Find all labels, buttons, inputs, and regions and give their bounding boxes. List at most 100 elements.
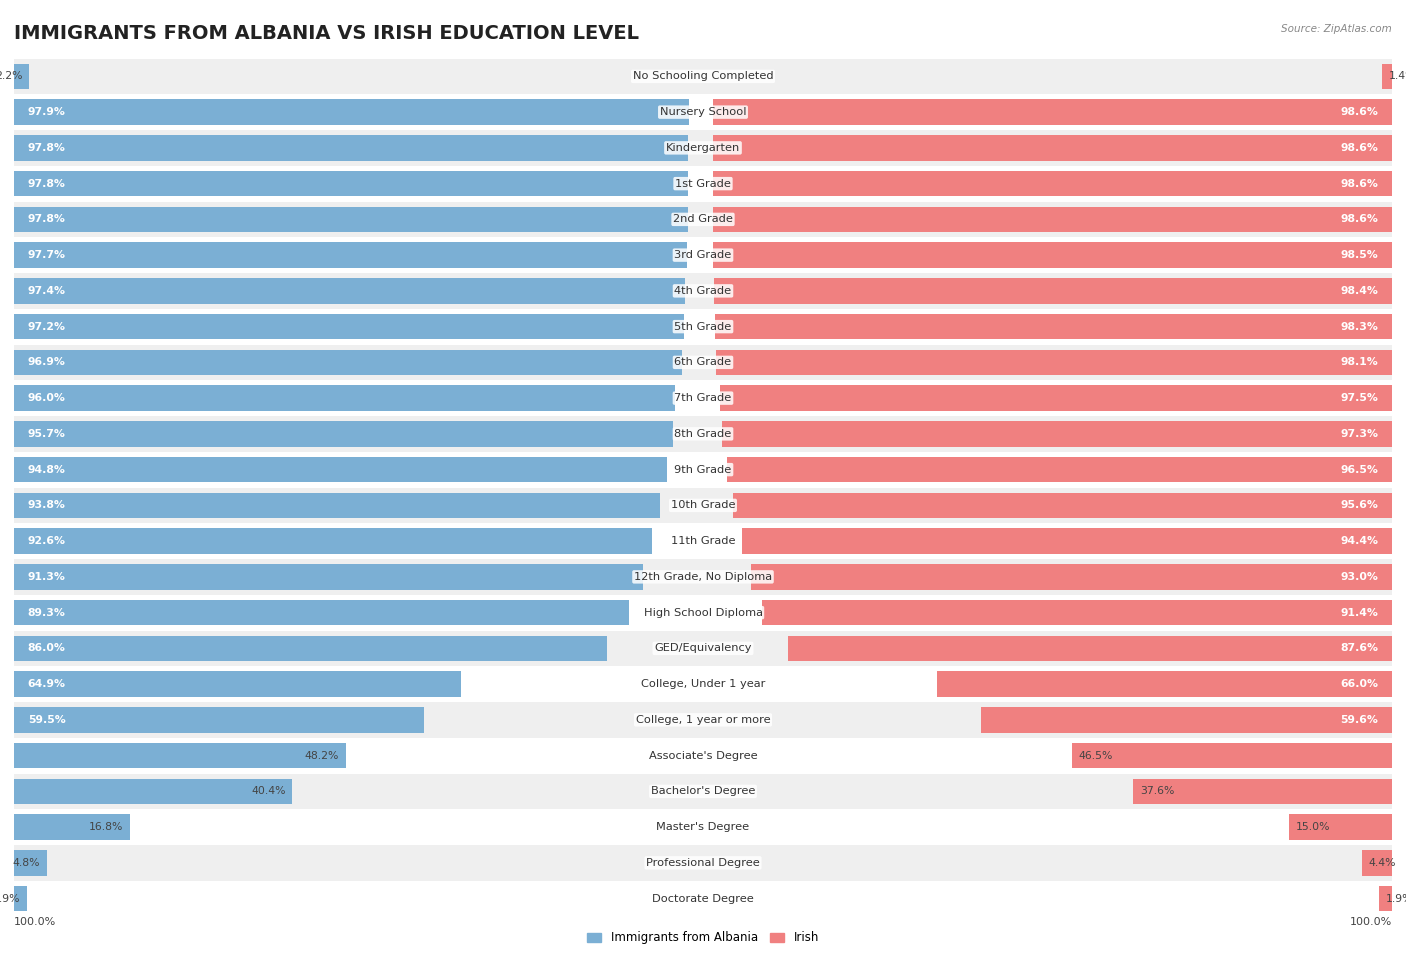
Bar — [1379, 885, 1392, 912]
Text: 2.2%: 2.2% — [0, 71, 22, 81]
Text: 98.5%: 98.5% — [1340, 251, 1378, 260]
Bar — [14, 171, 688, 197]
Bar — [1289, 814, 1392, 840]
Bar — [762, 600, 1392, 626]
Text: 1.9%: 1.9% — [1386, 894, 1406, 904]
Bar — [14, 166, 1392, 202]
Text: Master's Degree: Master's Degree — [657, 822, 749, 832]
Bar — [14, 671, 461, 697]
Text: 15.0%: 15.0% — [1295, 822, 1330, 832]
Text: 97.2%: 97.2% — [28, 322, 66, 332]
Text: 98.6%: 98.6% — [1340, 178, 1378, 188]
Bar — [14, 564, 643, 590]
Bar — [14, 207, 688, 232]
Bar — [14, 524, 1392, 559]
Text: 95.7%: 95.7% — [28, 429, 66, 439]
Text: 3rd Grade: 3rd Grade — [675, 251, 731, 260]
Bar — [14, 492, 661, 519]
Bar — [14, 309, 1392, 344]
Text: 1.9%: 1.9% — [0, 894, 20, 904]
Bar — [1071, 743, 1392, 768]
Bar — [14, 636, 606, 661]
Bar — [14, 314, 683, 339]
Text: Kindergarten: Kindergarten — [666, 143, 740, 153]
Text: GED/Equivalency: GED/Equivalency — [654, 644, 752, 653]
Bar — [14, 814, 129, 840]
Bar — [14, 666, 1392, 702]
Text: 98.1%: 98.1% — [1340, 358, 1378, 368]
Bar — [741, 528, 1392, 554]
Bar — [14, 738, 1392, 773]
Text: 98.6%: 98.6% — [1340, 107, 1378, 117]
Bar — [14, 595, 1392, 631]
Text: 8th Grade: 8th Grade — [675, 429, 731, 439]
Bar — [14, 743, 346, 768]
Text: 87.6%: 87.6% — [1340, 644, 1378, 653]
Text: 94.8%: 94.8% — [28, 465, 66, 475]
Text: 11th Grade: 11th Grade — [671, 536, 735, 546]
Text: 100.0%: 100.0% — [14, 917, 56, 927]
Bar — [14, 880, 1392, 916]
Bar — [14, 488, 1392, 524]
Bar — [14, 773, 1392, 809]
Text: 10th Grade: 10th Grade — [671, 500, 735, 510]
Text: 97.4%: 97.4% — [28, 286, 66, 295]
Text: 1.4%: 1.4% — [1389, 71, 1406, 81]
Bar — [713, 99, 1392, 125]
Text: 59.5%: 59.5% — [28, 715, 66, 724]
Bar — [1361, 850, 1392, 876]
Text: 12th Grade, No Diploma: 12th Grade, No Diploma — [634, 572, 772, 582]
Bar — [713, 207, 1392, 232]
Bar — [14, 95, 1392, 130]
Bar — [14, 237, 1392, 273]
Text: 1st Grade: 1st Grade — [675, 178, 731, 188]
Bar — [14, 528, 652, 554]
Bar — [14, 135, 688, 161]
Text: 92.6%: 92.6% — [28, 536, 66, 546]
Text: 16.8%: 16.8% — [89, 822, 122, 832]
Bar — [14, 809, 1392, 845]
Bar — [734, 492, 1392, 519]
Bar — [720, 385, 1392, 411]
Text: Source: ZipAtlas.com: Source: ZipAtlas.com — [1281, 24, 1392, 34]
Text: 91.3%: 91.3% — [28, 572, 66, 582]
Text: 48.2%: 48.2% — [305, 751, 339, 760]
Text: 86.0%: 86.0% — [28, 644, 66, 653]
Text: 59.6%: 59.6% — [1340, 715, 1378, 724]
Bar — [14, 58, 1392, 95]
Text: No Schooling Completed: No Schooling Completed — [633, 71, 773, 81]
Bar — [14, 778, 292, 804]
Bar — [14, 845, 1392, 880]
Bar — [14, 385, 675, 411]
Text: 4.4%: 4.4% — [1368, 858, 1396, 868]
Bar — [14, 600, 630, 626]
Text: 7th Grade: 7th Grade — [675, 393, 731, 403]
Bar — [14, 242, 688, 268]
Bar — [714, 314, 1392, 339]
Text: 97.7%: 97.7% — [28, 251, 66, 260]
Bar — [14, 631, 1392, 666]
Text: 94.4%: 94.4% — [1340, 536, 1378, 546]
Text: 97.9%: 97.9% — [28, 107, 66, 117]
Bar — [751, 564, 1392, 590]
Bar — [14, 702, 1392, 738]
Bar — [14, 559, 1392, 595]
Bar — [14, 707, 425, 733]
Bar — [14, 380, 1392, 416]
Bar — [714, 278, 1392, 304]
Bar — [14, 99, 689, 125]
Text: 91.4%: 91.4% — [1340, 607, 1378, 617]
Text: 46.5%: 46.5% — [1078, 751, 1112, 760]
Text: Bachelor's Degree: Bachelor's Degree — [651, 787, 755, 797]
Bar — [14, 349, 682, 375]
Text: High School Diploma: High School Diploma — [644, 607, 762, 617]
Text: Professional Degree: Professional Degree — [647, 858, 759, 868]
Bar — [1133, 778, 1392, 804]
Text: 4.8%: 4.8% — [13, 858, 41, 868]
Bar — [14, 273, 1392, 309]
Bar — [727, 456, 1392, 483]
Text: 4th Grade: 4th Grade — [675, 286, 731, 295]
Text: 98.6%: 98.6% — [1340, 143, 1378, 153]
Bar — [14, 130, 1392, 166]
Text: College, Under 1 year: College, Under 1 year — [641, 680, 765, 689]
